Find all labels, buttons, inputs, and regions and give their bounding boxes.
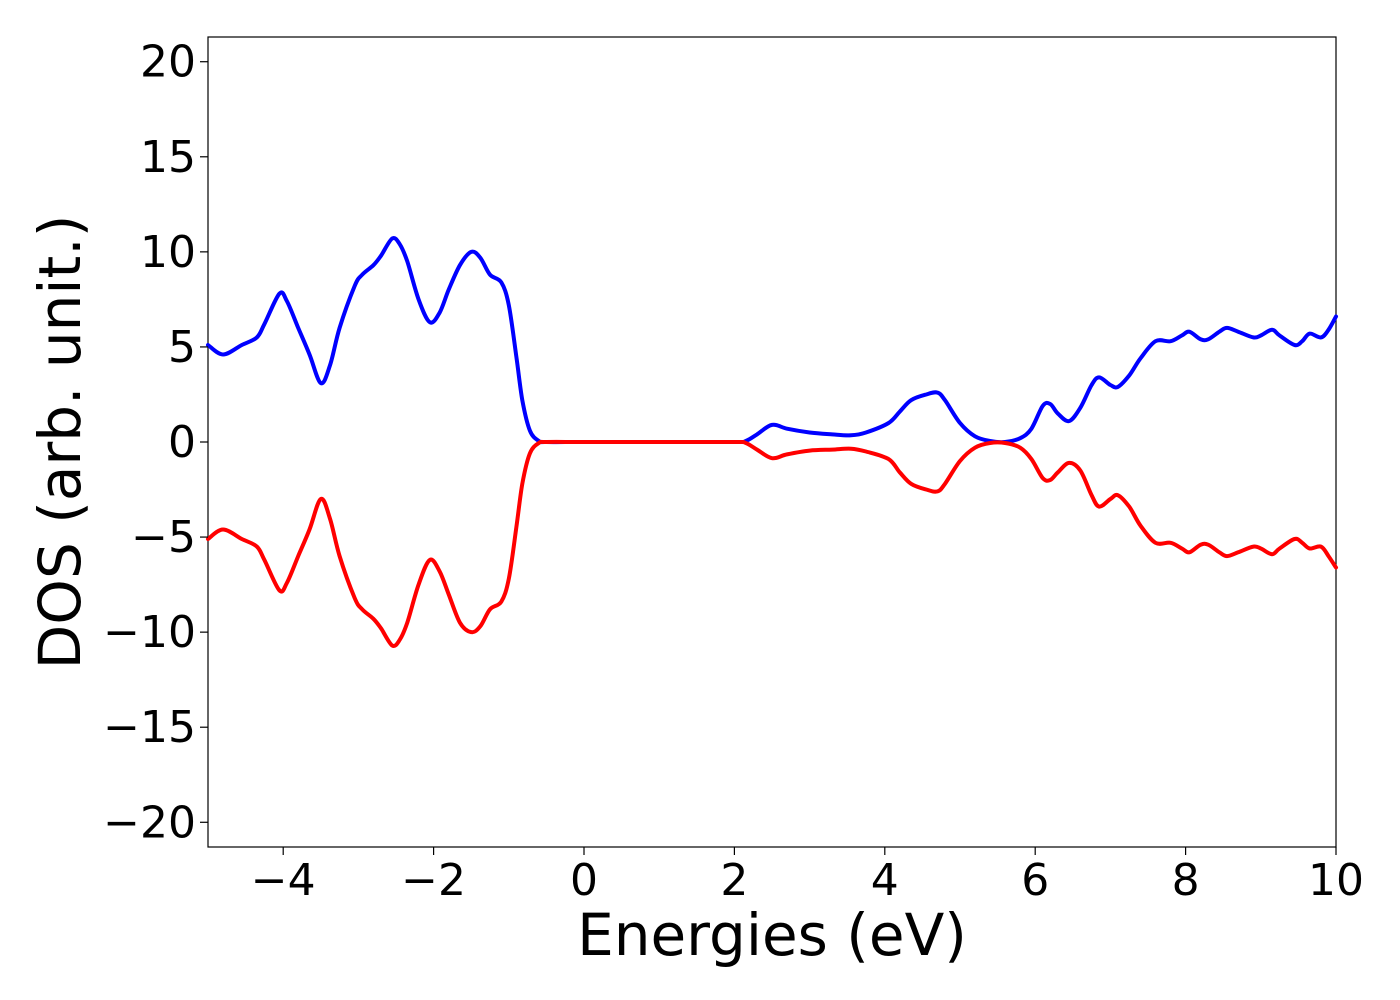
x-tick-label: 8 [1172,855,1200,906]
plot-frame [207,36,1337,848]
y-tick-label: 0 [168,417,196,468]
x-axis-title: Energies (eV) [577,901,967,969]
series-layer [206,236,1338,648]
y-tick-label: −5 [131,512,196,563]
y-tick-label: 15 [140,132,196,183]
series-line-up [206,236,1338,445]
y-tick-label: 20 [140,37,196,88]
x-tick-label: −2 [401,855,466,906]
y-tick-label: −15 [103,702,196,753]
x-tick-label: −4 [251,855,316,906]
series-line-down [206,439,1338,648]
x-tick-label: 2 [720,855,748,906]
x-tick-label: 10 [1308,855,1364,906]
y-axis-title: DOS (arb. unit.) [26,215,94,670]
y-tick-label: −10 [103,607,196,658]
y-axis-ticks: 20 15 10 5 0 −5 −10 −15 −20 [103,37,208,848]
x-tick-label: 4 [871,855,899,906]
x-axis-ticks: −4 −2 0 2 4 6 8 10 [251,847,1364,906]
y-tick-label: 5 [168,322,196,373]
x-tick-label: 6 [1021,855,1049,906]
y-tick-label: 10 [140,227,196,278]
x-tick-label: 0 [570,855,598,906]
plot-area [206,36,1338,848]
y-tick-label: −20 [103,797,196,848]
